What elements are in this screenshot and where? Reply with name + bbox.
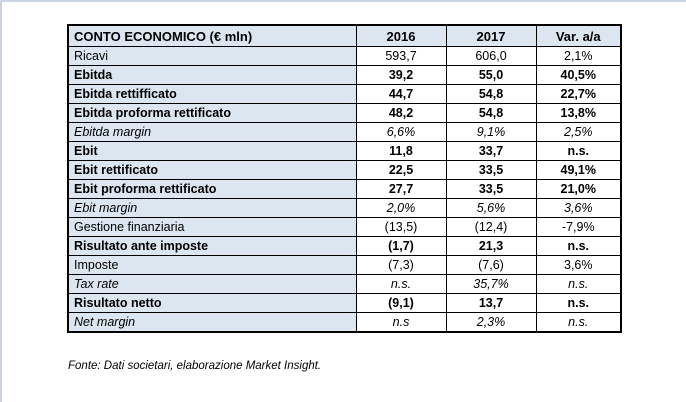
value-2017: (12,4) [445, 217, 537, 237]
value-2016: 593,7 [355, 46, 447, 66]
value-2016: 39,2 [355, 65, 447, 85]
value-var: n.s. [535, 274, 622, 294]
table-row: Ebitda margin 6,6% 9,1% 2,5% [67, 122, 622, 142]
table-row: Ebit 11,8 33,7 n.s. [67, 141, 622, 161]
table-row: Gestione finanziaria (13,5) (12,4) -7,9% [67, 217, 622, 237]
value-var: 2,1% [535, 46, 622, 66]
table-row: Imposte (7,3) (7,6) 3,6% [67, 255, 622, 275]
row-label: Ebitda margin [67, 122, 357, 142]
row-label: Ricavi [67, 46, 357, 66]
value-2016: (7,3) [355, 255, 447, 275]
table-row: Ebitda proforma rettificato 48,2 54,8 13,8% [67, 103, 622, 123]
table-row: Risultato netto (9,1) 13,7 n.s. [67, 293, 622, 313]
column-header-2016: 2016 [355, 24, 447, 47]
value-2016: 2,0% [355, 198, 447, 218]
value-var: 3,6% [535, 198, 622, 218]
row-label: Ebitda proforma rettificato [67, 103, 357, 123]
value-2016: 27,7 [355, 179, 447, 199]
value-2017: 21,3 [445, 236, 537, 256]
value-var: 40,5% [535, 65, 622, 85]
row-label: Ebit rettificato [67, 160, 357, 180]
table-row: Ebitda 39,2 55,0 40,5% [67, 65, 622, 85]
value-var: 49,1% [535, 160, 622, 180]
value-2016: 6,6% [355, 122, 447, 142]
table-row: Risultato ante imposte (1,7) 21,3 n.s. [67, 236, 622, 256]
value-2016: 48,2 [355, 103, 447, 123]
value-2016: 44,7 [355, 84, 447, 104]
value-var: 2,5% [535, 122, 622, 142]
value-2017: 13,7 [445, 293, 537, 313]
source-note: Fonte: Dati societari, elaborazione Mark… [68, 360, 322, 372]
value-var: 13,8% [535, 103, 622, 123]
row-label: Gestione finanziaria [67, 217, 357, 237]
value-2016: n.s. [355, 274, 447, 294]
row-label: Ebit margin [67, 198, 357, 218]
value-2016: 11,8 [355, 141, 447, 161]
table-row: Ebit proforma rettificato 27,7 33,5 21,0% [67, 179, 622, 199]
table-title: CONTO ECONOMICO (€ mln) [67, 24, 357, 47]
row-label: Imposte [67, 255, 357, 275]
value-2017: 35,7% [445, 274, 537, 294]
table-header-row: CONTO ECONOMICO (€ mln) 2016 2017 Var. a… [67, 24, 622, 47]
value-2017: (7,6) [445, 255, 537, 275]
value-2017: 54,8 [445, 103, 537, 123]
value-var: n.s. [535, 312, 622, 333]
value-2017: 9,1% [445, 122, 537, 142]
value-2017: 33,5 [445, 160, 537, 180]
table-row: Ricavi 593,7 606,0 2,1% [67, 46, 622, 66]
row-label: Tax rate [67, 274, 357, 294]
value-2017: 55,0 [445, 65, 537, 85]
table-row: Net margin n.s 2,3% n.s. [67, 312, 622, 333]
value-2017: 33,7 [445, 141, 537, 161]
table-row: Ebitda rettifficato 44,7 54,8 22,7% [67, 84, 622, 104]
row-label: Ebitda rettifficato [67, 84, 357, 104]
column-header-var: Var. a/a [535, 24, 622, 47]
row-label: Net margin [67, 312, 357, 333]
table-row: Ebit rettificato 22,5 33,5 49,1% [67, 160, 622, 180]
row-label: Ebit proforma rettificato [67, 179, 357, 199]
value-2016: (13,5) [355, 217, 447, 237]
row-label: Ebit [67, 141, 357, 161]
value-2016: (1,7) [355, 236, 447, 256]
value-2017: 33,5 [445, 179, 537, 199]
value-2016: (9,1) [355, 293, 447, 313]
conto-economico-table: CONTO ECONOMICO (€ mln) 2016 2017 Var. a… [67, 24, 622, 333]
value-var: 22,7% [535, 84, 622, 104]
value-2017: 54,8 [445, 84, 537, 104]
value-var: -7,9% [535, 217, 622, 237]
table-row: Ebit margin 2,0% 5,6% 3,6% [67, 198, 622, 218]
row-label: Risultato netto [67, 293, 357, 313]
column-header-2017: 2017 [445, 24, 537, 47]
value-2017: 5,6% [445, 198, 537, 218]
value-var: n.s. [535, 141, 622, 161]
value-var: 21,0% [535, 179, 622, 199]
row-label: Ebitda [67, 65, 357, 85]
value-2017: 606,0 [445, 46, 537, 66]
value-var: n.s. [535, 293, 622, 313]
row-label: Risultato ante imposte [67, 236, 357, 256]
value-2017: 2,3% [445, 312, 537, 333]
value-2016: 22,5 [355, 160, 447, 180]
value-2016: n.s [355, 312, 447, 333]
value-var: n.s. [535, 236, 622, 256]
table-row: Tax rate n.s. 35,7% n.s. [67, 274, 622, 294]
value-var: 3,6% [535, 255, 622, 275]
